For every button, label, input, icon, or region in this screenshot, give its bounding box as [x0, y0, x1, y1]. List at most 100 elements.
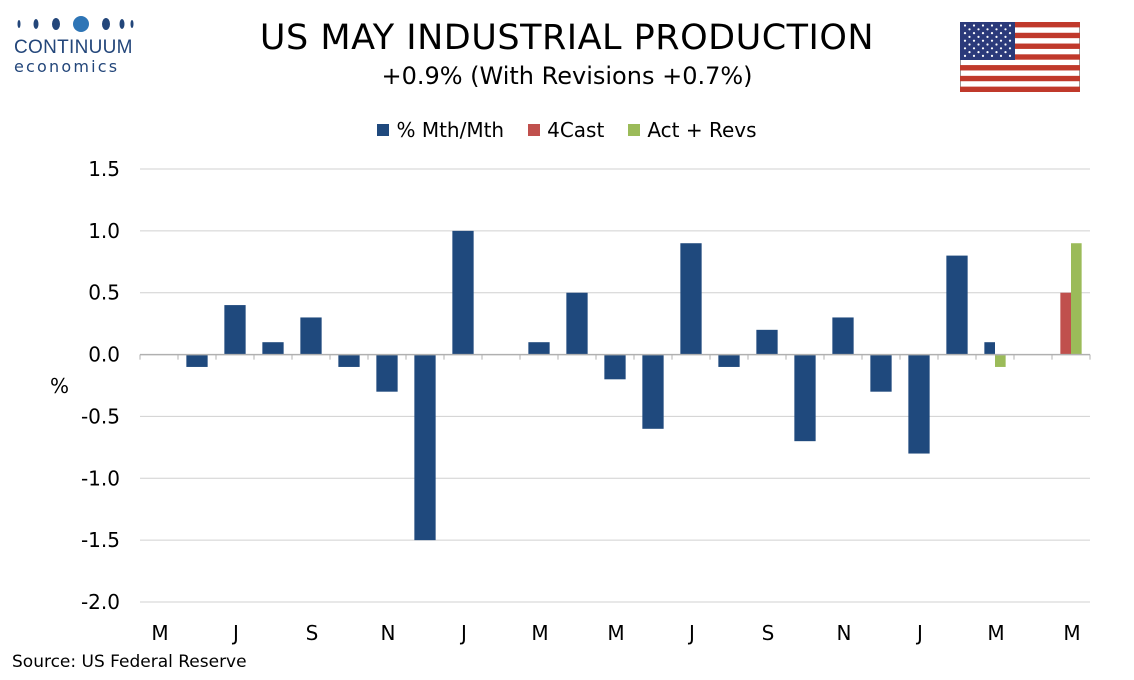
flag-star	[968, 28, 971, 31]
flag-star	[972, 24, 976, 27]
flag-star	[972, 54, 976, 58]
flag-stripe	[960, 86, 1080, 92]
us-flag-icon	[960, 22, 1080, 92]
bar-mth-mth	[300, 317, 322, 355]
x-tick-label: J	[687, 621, 695, 645]
flag-star	[986, 43, 989, 46]
flag-star	[977, 35, 980, 38]
bar-mth-mth	[186, 354, 208, 367]
bar-mth-mth	[452, 230, 474, 355]
bar-mth-mth	[794, 354, 816, 442]
x-tick-label: J	[459, 621, 467, 645]
bar-mth-mth	[680, 243, 702, 355]
flag-star	[977, 43, 980, 46]
logo-dots-icon	[17, 16, 134, 32]
bar-mth-mth	[414, 354, 436, 541]
flag-star	[995, 35, 998, 38]
flag-star	[999, 54, 1003, 58]
y-tick-label: -1.5	[81, 528, 120, 552]
bar-4cast	[1060, 292, 1071, 355]
flag-star	[968, 43, 971, 46]
bar-mth-mth	[224, 305, 246, 355]
flag-star	[972, 39, 976, 42]
x-tick-label: N	[837, 621, 852, 645]
x-tick-label: J	[915, 621, 923, 645]
flag-star	[981, 54, 985, 58]
flag-star	[1008, 24, 1012, 27]
y-tick-label: -2.0	[81, 590, 120, 614]
bar-mth-mth	[338, 354, 360, 367]
flag-star	[990, 47, 994, 50]
legend-item-mth: % Mth/Mth	[377, 118, 504, 142]
flag-star	[990, 32, 994, 35]
flag-star	[977, 28, 980, 31]
flag-star	[963, 54, 967, 58]
flag-stripe	[960, 32, 1080, 39]
bar-mth-mth	[984, 342, 995, 355]
flag-star	[981, 32, 985, 35]
flag-stripe	[960, 54, 1080, 60]
bar-act-revs	[1071, 243, 1082, 355]
flag-star	[995, 28, 998, 31]
flag-star	[981, 24, 985, 27]
legend-label-actual: Act + Revs	[647, 118, 757, 142]
bar-mth-mth	[718, 354, 740, 367]
flag-star	[981, 39, 985, 42]
flag-star	[963, 32, 967, 35]
flag-star	[972, 32, 976, 35]
x-tick-label: S	[762, 621, 775, 645]
source-note: Source: US Federal Reserve	[12, 652, 247, 672]
flag-star	[990, 39, 994, 42]
y-tick-label: 0.0	[88, 343, 120, 367]
x-tick-label: J	[231, 621, 239, 645]
bar-mth-mth	[376, 354, 398, 392]
flag-star	[968, 51, 971, 54]
flag-star	[1008, 32, 1012, 35]
flag-star	[999, 24, 1003, 27]
bar-chart: 1.5 1.0 0.5 0.0 -0.5 -1.0 -1.5 -2.0 M J S N J M M J S N J…	[50, 157, 1091, 645]
bar-mth-mth	[566, 292, 588, 355]
flag-star	[981, 47, 985, 50]
bar-mth-mth	[946, 255, 968, 355]
flag-star	[999, 32, 1003, 35]
y-tick-label: 1.0	[88, 219, 120, 243]
flag-star	[1004, 43, 1007, 46]
flag-star	[963, 39, 967, 42]
legend-item-4cast: 4Cast	[528, 118, 604, 142]
x-tick-label: M	[531, 621, 548, 645]
logo: CONTINUUM economics	[14, 14, 134, 76]
chart-subtitle: +0.9% (With Revisions +0.7%)	[381, 62, 753, 90]
legend-swatch-mth	[377, 124, 390, 136]
legend-label-mth: % Mth/Mth	[396, 118, 505, 142]
bar-mth-mth	[604, 354, 626, 380]
x-tick-label: M	[151, 621, 168, 645]
flag-star	[963, 24, 967, 27]
bar-act-revs	[995, 354, 1006, 367]
flag-star	[1004, 28, 1007, 31]
flag-star	[1004, 51, 1007, 54]
bar-mth-mth	[528, 342, 550, 355]
legend-item-actual: Act + Revs	[628, 118, 757, 142]
x-tick-label: M	[607, 621, 624, 645]
flag-star	[995, 51, 998, 54]
bar-mth-mth	[642, 354, 664, 429]
chart-title: US MAY INDUSTRIAL PRODUCTION	[259, 18, 875, 58]
x-tick-label: M	[987, 621, 1004, 645]
legend-swatch-actual	[628, 124, 641, 136]
flag-star	[972, 47, 976, 50]
flag-star	[1004, 35, 1007, 38]
flag-star	[968, 35, 971, 38]
bar-mth-mth	[870, 354, 892, 392]
bar-mth-mth	[756, 329, 778, 355]
flag-star	[999, 39, 1003, 42]
bar-mth-mth	[832, 317, 854, 355]
flag-star	[986, 35, 989, 38]
bar-mth-mth	[908, 354, 930, 454]
flag-star	[986, 28, 989, 31]
flag-stripe	[960, 43, 1080, 49]
flag-stripe	[960, 22, 1080, 28]
flag-star	[990, 24, 994, 27]
logo-name: CONTINUUM	[14, 37, 133, 58]
flag-star	[990, 54, 994, 58]
flag-star	[977, 51, 980, 54]
